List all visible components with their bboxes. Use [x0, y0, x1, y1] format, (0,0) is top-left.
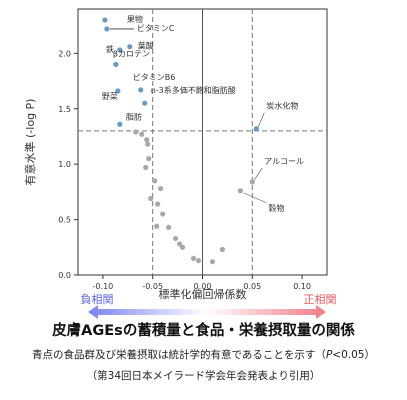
x-tick-label: 0.05	[243, 282, 261, 291]
y-tick-label: 0.5	[58, 216, 71, 225]
nonsignificant-point	[155, 201, 161, 207]
nonsignificant-point	[209, 259, 216, 265]
point-label: n-3系多価不飽和脂肪酸	[151, 85, 236, 95]
point-label: 鉄	[106, 44, 114, 54]
y-axis-label: 有意水準 (-log P)	[23, 99, 37, 186]
nonsignificant-point	[219, 246, 226, 253]
label-leader-line	[243, 192, 267, 204]
point-label: ビタミンC	[137, 24, 175, 33]
scatter-chart: -0.10 -0.05 0.00 0.05 0.10 0.0 0.5 1.0 1.5 2.0 標準化…	[23, 8, 337, 319]
x-tick-label: 0.10	[293, 282, 311, 291]
nonsignificant-point	[148, 195, 154, 202]
point-label: βカロテン	[113, 49, 150, 58]
x-tick-label: -0.10	[93, 282, 114, 291]
nonsignificant-point	[158, 185, 164, 192]
significant-point	[115, 88, 121, 94]
caption-source: （第34回日本メイラード学会年会発表より引用）	[86, 370, 321, 382]
caption-note-tail: <0.05）	[332, 349, 375, 361]
nonsignificant-point	[195, 257, 202, 264]
y-tick-label: 1.0	[58, 160, 71, 169]
nonsignificant-point	[179, 244, 186, 250]
nonsignificant-point	[237, 188, 243, 194]
significant-point	[113, 61, 119, 68]
point-label: ビタミンB6	[133, 73, 176, 82]
nonsignificant-point	[176, 241, 183, 247]
point-label: 葉酸	[138, 41, 154, 51]
caption-p-symbol: P	[325, 349, 333, 361]
nonsignificant-point	[166, 224, 172, 230]
nonsignificant-point	[133, 129, 139, 135]
significant-point	[138, 87, 144, 93]
x-tick-label: -0.05	[142, 282, 163, 291]
point-label: 果物	[127, 14, 143, 24]
nonsignificant-point	[139, 131, 145, 137]
significant-point	[117, 47, 123, 53]
point-label: 野菜	[102, 91, 118, 101]
point-label: 脂肪	[126, 111, 142, 121]
label-leader-line	[258, 112, 265, 127]
significant-point	[142, 100, 148, 106]
nonsignificant-point	[249, 179, 255, 185]
y-tick-label: 2.0	[58, 49, 71, 58]
significant-point	[104, 26, 110, 32]
significant-point	[253, 126, 259, 132]
nonsignificant-point	[143, 164, 149, 171]
nonsignificant-point	[190, 255, 197, 261]
positive-correlation-label: 正相関	[304, 293, 337, 306]
caption-title: 皮膚AGEsの蓄積量と食品・栄養摂取量の関係	[52, 323, 355, 339]
x-tick-label: 0.00	[194, 282, 212, 291]
nonsignificant-point	[152, 178, 158, 184]
label-leader-line	[254, 167, 263, 181]
negative-correlation-label: 負相関	[81, 293, 114, 306]
point-label: 穀物	[268, 203, 284, 213]
y-tick-label: 1.5	[58, 105, 71, 114]
point-label: 炭水化物	[266, 101, 298, 111]
caption-significance-note: 青点の食品群及び栄養摂取は統計学的有意であることを示す（P<0.05）	[0, 347, 407, 362]
significant-point	[117, 121, 123, 127]
y-tick-label: 0.0	[58, 271, 71, 280]
nonsignificant-point	[146, 156, 152, 162]
nonsignificant-point	[173, 235, 179, 242]
caption-note-text: 青点の食品群及び栄養摂取は統計学的有意であることを示す（	[32, 349, 326, 361]
nonsignificant-point	[145, 141, 151, 147]
x-axis-label: 標準化偏回帰係数	[159, 287, 247, 301]
significant-point	[102, 17, 108, 23]
point-label: アルコール	[264, 157, 304, 166]
nonsignificant-point	[144, 137, 150, 143]
significant-point	[127, 44, 133, 50]
nonsignificant-point	[154, 223, 160, 229]
nonsignificant-point	[160, 211, 166, 217]
correlation-arrow	[88, 305, 326, 319]
